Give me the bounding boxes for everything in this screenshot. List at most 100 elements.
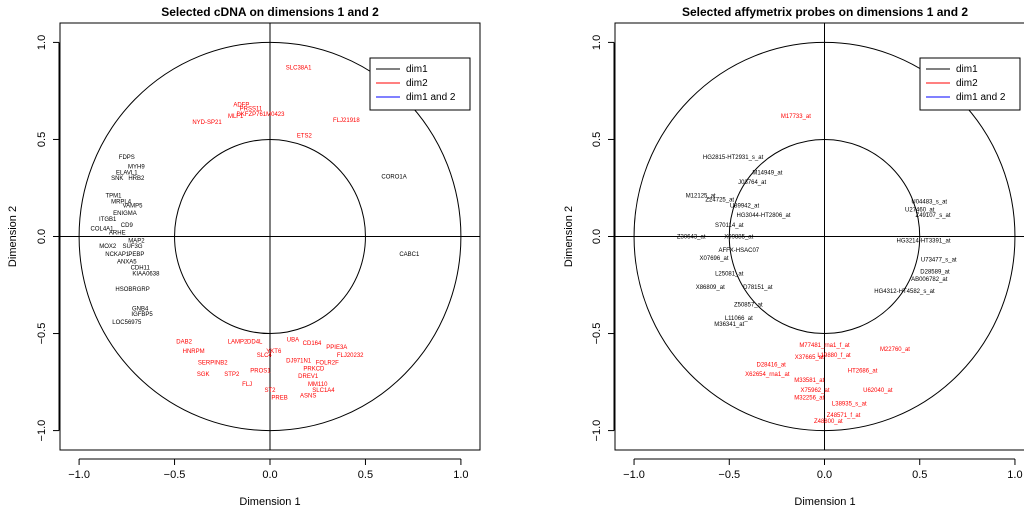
point-label: M12125_at [686,194,716,200]
point-label: ADFP [233,102,249,108]
legend-label: dim1 [406,64,428,75]
y-tick-label: 1.0 [591,35,603,50]
point-label: U62040_at [863,388,893,394]
point-label: DD4L [247,339,263,345]
y-tick-label: −0.5 [36,323,48,345]
y-tick-label: 1.0 [36,35,48,50]
x-tick-label: 0.5 [912,469,927,481]
point-label: L38935_s_at [832,401,867,407]
point-label: M77481_rna1_f_at [799,343,850,349]
point-label: D28416_at [756,363,786,369]
point-label: PEBP [128,252,144,258]
point-label: SUF3G [123,244,143,250]
point-label: MAP2 [128,238,145,244]
point-label: HSOBRGRP [115,287,149,293]
point-label: MRPL4 [111,200,132,206]
point-label: MLF1 [228,114,244,120]
point-label: X86809_at [696,285,725,291]
chart-title: Selected cDNA on dimensions 1 and 2 [161,5,379,19]
point-label: L11066_at [725,316,753,322]
point-label: CD9 [121,223,134,229]
point-label: LOC56975 [112,320,142,326]
point-label: HT2686_at [848,368,878,374]
y-axis-label: Dimension 2 [7,206,19,267]
x-tick-label: −0.5 [718,469,740,481]
point-label: DJ971N1 [286,359,312,365]
point-label: TPM1 [105,194,122,200]
point-label: M17733_at [781,114,811,120]
point-label: ARHE [109,231,126,237]
point-label: M32256_at [794,396,824,402]
point-label: CABC1 [399,252,420,258]
point-label: ST2 [264,388,276,394]
point-label: ELAVL1 [116,170,138,176]
point-label: HG2815-HT2931_s_at [703,155,764,161]
point-label: ANXA5 [117,260,137,266]
point-label: L19880_f_at [817,353,851,359]
point-label: DREV1 [298,374,319,380]
point-label: L25081_at [715,271,744,277]
point-label: Z50857_at [734,302,763,308]
point-label: GNB4 [132,306,149,312]
point-label: U73477_s_at [921,258,957,264]
y-axis-label: Dimension 2 [563,206,575,267]
point-label: FLJ21918 [333,118,360,124]
point-label: SLC4 [257,353,273,359]
point-label: PROS1 [250,368,271,374]
point-label: PREB [271,396,287,402]
point-label: ETS2 [297,134,313,140]
point-label: HG3214-HT3391_at [897,238,951,244]
point-label: D78151_at [743,285,773,291]
legend-box [369,57,471,111]
x-tick-label: 1.0 [453,469,468,481]
point-label: ITGB1 [99,217,117,223]
point-label: DAB2 [176,339,192,345]
y-tick-label: 0.0 [36,229,48,244]
point-label: AFFX-HSAC07 [718,248,759,254]
y-tick-label: 0.5 [591,132,603,147]
x-tick-label: −1.0 [623,469,645,481]
point-label: SLC38A1 [286,66,312,72]
y-tick-label: 0.0 [591,229,603,244]
point-label: YKT6 [266,349,282,355]
x-tick-label: −0.5 [164,469,186,481]
point-label: FOLR2F [316,361,339,367]
point-label: U27460_at [905,207,935,213]
point-label: Z49107_s_at [916,213,951,219]
point-label: ENIGMA [113,211,137,217]
point-label: CDH11 [131,265,151,271]
legend-label: dim1 and 2 [406,92,456,103]
point-label: UBA [287,337,299,343]
point-label: SGK [197,372,210,378]
point-label: Z48800_at [814,419,843,425]
point-label: Z24725_at [705,198,734,204]
point-label: VAMP5 [123,203,144,209]
point-label: ASNS [300,394,316,400]
y-tick-label: 0.5 [36,132,48,147]
point-label: X37665_at [795,355,824,361]
point-label: M36341_at [714,322,744,328]
point-label: HNRPM [183,349,205,355]
x-axis-label: Dimension 1 [239,496,300,508]
point-label: M33581_at [794,378,824,384]
y-tick-label: −1.0 [591,420,603,442]
point-label: X75962_at [800,388,829,394]
point-label: M22760_at [880,347,910,353]
point-label: X99885_at [724,234,753,240]
point-label: CD164 [303,341,322,347]
point-label: SNK [111,176,123,182]
legend-label: dim1 [956,64,978,75]
y-tick-label: −0.5 [591,323,603,345]
point-label: LAMP2 [228,339,248,345]
point-label: SERPINB2 [198,361,228,367]
point-label: NCKAP1 [105,252,130,258]
point-label: FLJ20232 [337,353,364,359]
chart-title: Selected affymetrix probes on dimensions… [682,5,968,19]
point-label: Z30643_at [677,234,706,240]
point-label: NYD-SP21 [192,120,222,126]
point-label: KIAA0638 [132,271,160,277]
point-label: J03764_at [738,180,766,186]
point-label: HG3044-HT2806_at [737,213,791,219]
point-label: FLJ [242,382,252,388]
